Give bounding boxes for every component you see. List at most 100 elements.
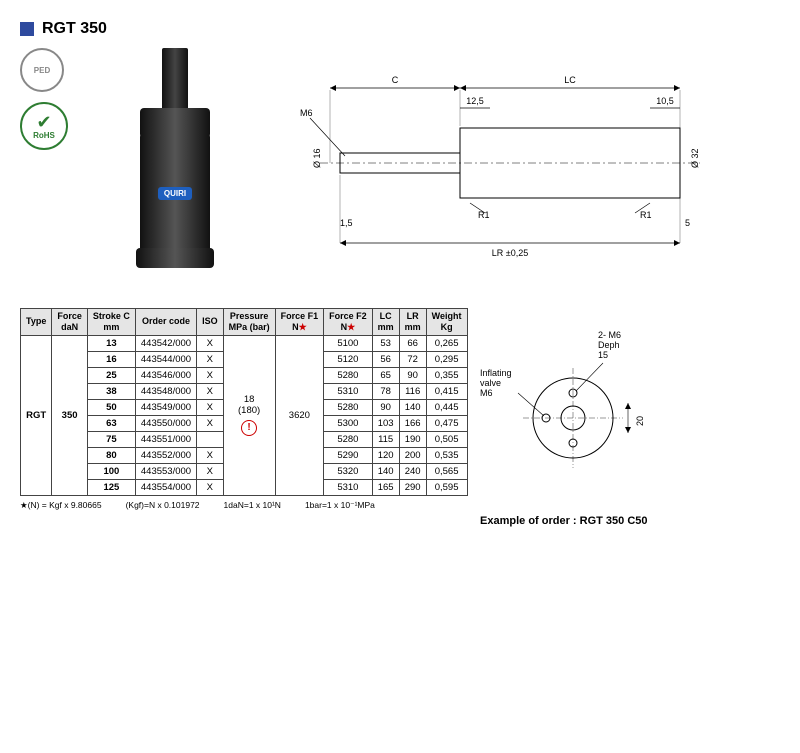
th-lc: LC mm	[372, 309, 399, 336]
th-code: Order code	[135, 309, 196, 336]
cell-lc: 120	[372, 447, 399, 463]
holes-label: 2- M6Deph15	[598, 330, 621, 360]
cell-f2: 5280	[324, 367, 373, 383]
check-icon: ✔	[36, 113, 51, 131]
cell-code: 443544/000	[135, 351, 196, 367]
th-weight: Weight Kg	[426, 309, 467, 336]
cell-iso: X	[197, 351, 224, 367]
cell-stroke: 25	[87, 367, 135, 383]
cell-iso: X	[197, 335, 224, 351]
cell-lc: 115	[372, 431, 399, 447]
cell-f2: 5280	[324, 399, 373, 415]
cell-code: 443542/000	[135, 335, 196, 351]
cell-code: 443550/000	[135, 415, 196, 431]
title-square-icon	[20, 22, 34, 36]
rohs-badge-icon: ✔ RoHS	[20, 102, 68, 150]
cell-stroke: 75	[87, 431, 135, 447]
dim-5: 5	[685, 218, 690, 228]
footnote-2: (Kgf)=N x 0.101972	[126, 500, 200, 511]
inflating-label: InflatingvalveM6	[480, 368, 512, 398]
cell-code: 443553/000	[135, 463, 196, 479]
cell-f1: 3620	[275, 335, 324, 495]
cell-lc: 78	[372, 383, 399, 399]
th-f2: Force F2N★	[324, 309, 373, 336]
cell-stroke: 63	[87, 415, 135, 431]
cell-lc: 56	[372, 351, 399, 367]
cell-iso: X	[197, 415, 224, 431]
cell-w: 0,415	[426, 383, 467, 399]
cell-stroke: 38	[87, 383, 135, 399]
cell-iso: X	[197, 383, 224, 399]
dim-lc-label: LC	[564, 75, 576, 85]
cell-lc: 65	[372, 367, 399, 383]
footnote-4: 1bar=1 x 10⁻¹MPa	[305, 500, 375, 511]
cell-pressure: 18 (180)!	[223, 335, 275, 495]
page-title: RGT 350	[42, 20, 107, 38]
brand-label: QUIRI	[158, 187, 192, 200]
cell-f2: 5320	[324, 463, 373, 479]
cell-w: 0,445	[426, 399, 467, 415]
table-header-row: Type Force daN Stroke C mm Order code IS…	[21, 309, 468, 336]
footnotes: ★(N) = Kgf x 9.80665 (Kgf)=N x 0.101972 …	[20, 500, 468, 511]
cell-w: 0,535	[426, 447, 467, 463]
dim-d32: Ø 32	[690, 148, 700, 168]
product-photo: QUIRI	[130, 48, 220, 268]
cell-lc: 53	[372, 335, 399, 351]
cell-f2: 5310	[324, 479, 373, 495]
th-pressure: Pressure MPa (bar)	[223, 309, 275, 336]
dim-c-label: C	[392, 75, 399, 85]
cell-iso: X	[197, 479, 224, 495]
th-stroke: Stroke C mm	[87, 309, 135, 336]
cell-lr: 166	[399, 415, 426, 431]
cell-stroke: 100	[87, 463, 135, 479]
cell-code: 443554/000	[135, 479, 196, 495]
cell-stroke: 125	[87, 479, 135, 495]
th-lr: LR mm	[399, 309, 426, 336]
cell-f2: 5100	[324, 335, 373, 351]
side-drawing: InflatingvalveM6 2- M6Deph15 20 Example …	[478, 308, 648, 527]
lower-section: Type Force daN Stroke C mm Order code IS…	[20, 308, 780, 527]
cell-f2: 5300	[324, 415, 373, 431]
dim-r1b: R1	[640, 210, 652, 220]
cell-lr: 72	[399, 351, 426, 367]
spec-table: Type Force daN Stroke C mm Order code IS…	[20, 308, 468, 496]
cell-stroke: 13	[87, 335, 135, 351]
th-type: Type	[21, 309, 52, 336]
table-wrapper: Type Force daN Stroke C mm Order code IS…	[20, 308, 468, 511]
cell-lc: 140	[372, 463, 399, 479]
body-cylinder: QUIRI	[140, 133, 210, 253]
ped-badge-icon: PED	[20, 48, 64, 92]
cell-code: 443548/000	[135, 383, 196, 399]
upper-section: PED ✔ RoHS QUIRI C LC	[20, 48, 780, 278]
cell-lr: 90	[399, 367, 426, 383]
dim-10-5: 10,5	[656, 96, 674, 106]
cell-type: RGT	[21, 335, 52, 495]
cell-w: 0,565	[426, 463, 467, 479]
cell-w: 0,355	[426, 367, 467, 383]
header: RGT 350	[20, 20, 780, 38]
th-f1: Force F1N★	[275, 309, 324, 336]
cell-f2: 5310	[324, 383, 373, 399]
cell-lr: 200	[399, 447, 426, 463]
cell-w: 0,295	[426, 351, 467, 367]
cell-iso	[197, 431, 224, 447]
cell-lc: 103	[372, 415, 399, 431]
footnote-1: ★(N) = Kgf x 9.80665	[20, 500, 102, 511]
cell-w: 0,595	[426, 479, 467, 495]
rohs-label: RoHS	[33, 131, 55, 140]
cell-lr: 190	[399, 431, 426, 447]
cell-w: 0,505	[426, 431, 467, 447]
cell-force: 350	[52, 335, 88, 495]
cell-lr: 290	[399, 479, 426, 495]
cell-f2: 5120	[324, 351, 373, 367]
cell-iso: X	[197, 447, 224, 463]
cell-lr: 116	[399, 383, 426, 399]
dim-lr: LR ±0,25	[492, 248, 528, 258]
dim-d16: Ø 16	[312, 148, 322, 168]
cell-code: 443549/000	[135, 399, 196, 415]
th-force: Force daN	[52, 309, 88, 336]
dim-r1a: R1	[478, 210, 490, 220]
cell-lr: 140	[399, 399, 426, 415]
cell-iso: X	[197, 367, 224, 383]
cell-w: 0,475	[426, 415, 467, 431]
